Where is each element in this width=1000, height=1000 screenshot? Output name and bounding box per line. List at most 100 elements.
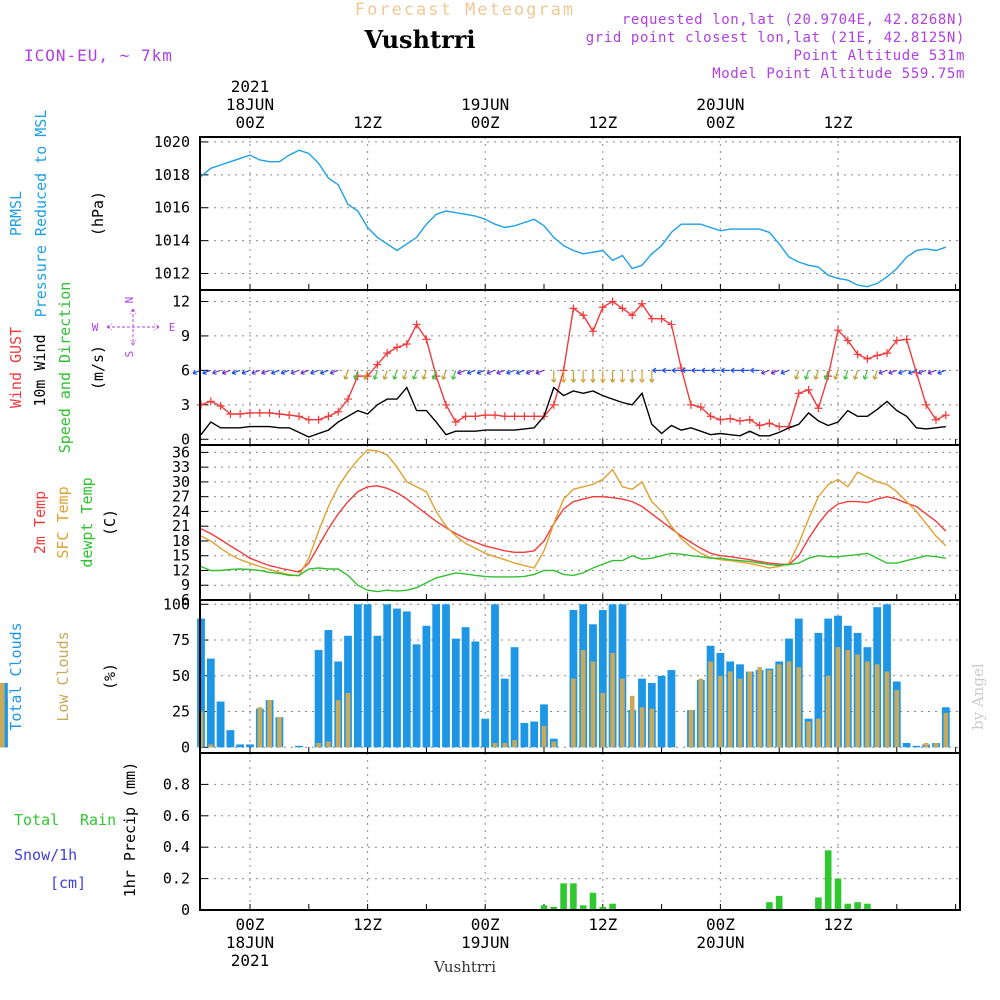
precip-total-label: Total — [14, 811, 59, 829]
location-title: Vushtrri — [364, 25, 476, 54]
gust-point — [461, 412, 470, 421]
gust-point — [618, 304, 627, 313]
gust-point — [834, 326, 842, 335]
y-axis-label: dewpt Temp — [78, 477, 96, 567]
wind-arrow-head — [580, 378, 586, 383]
wind-direction-arrow — [364, 370, 369, 380]
low-clouds-bar — [649, 708, 655, 748]
total-clouds-bar — [363, 604, 372, 748]
wind-arrow-head — [794, 375, 800, 380]
wind-direction-arrow — [251, 369, 261, 374]
bottom-time-label: 12Z — [824, 915, 853, 934]
bottom-time-label: 18JUN — [226, 933, 274, 952]
total-clouds-bar — [491, 604, 499, 748]
gust-point — [775, 422, 784, 431]
low-clouds-bar — [335, 700, 341, 748]
wind-direction-arrow — [844, 370, 849, 380]
wind-direction-arrow — [814, 370, 819, 380]
wind-direction-arrow — [824, 370, 829, 380]
gust-point — [647, 314, 656, 323]
dewpt-temp-series — [200, 552, 946, 593]
low-clouds-bar — [277, 717, 282, 748]
low-clouds-bar — [786, 661, 792, 748]
y-tick-label: 9 — [181, 327, 190, 345]
rain-bar — [599, 906, 607, 910]
top-time-label: 12Z — [588, 113, 617, 132]
gust-point — [589, 327, 597, 336]
wind-direction-arrow — [795, 370, 800, 380]
wind-direction-arrow — [476, 369, 486, 374]
low-clouds-bar — [629, 695, 635, 748]
wind-arrow-head — [937, 369, 942, 375]
y-axis-label: 2m Temp — [31, 491, 49, 554]
wind-arrow-head — [506, 369, 511, 375]
rain-bar — [609, 903, 616, 910]
wind-arrow-head — [496, 369, 501, 375]
gust-point — [236, 410, 245, 418]
wind-arrow-head — [823, 375, 829, 380]
clouds-panel: 0 25 50 75 100 Total Clouds Low Clouds (%) — [0, 595, 961, 756]
wind-arrow-head — [691, 367, 696, 374]
wind-arrow-head — [619, 378, 626, 383]
gust-point — [745, 415, 754, 424]
y-tick-label: 1012 — [154, 265, 190, 283]
wind-direction-arrow — [413, 370, 418, 380]
wind-arrow-head — [872, 375, 878, 380]
y-tick-label: 33 — [172, 458, 190, 476]
rain-bar — [589, 892, 597, 910]
wind-direction-arrow — [761, 369, 770, 374]
precip-frame — [199, 752, 961, 911]
gust-point — [412, 320, 421, 329]
wind-arrow-head — [402, 375, 408, 380]
precip-mm-label: 1hr Precip (mm) — [121, 762, 139, 897]
wind-arrow-head — [927, 369, 933, 375]
rain-bar — [775, 895, 783, 910]
wind-arrow-head — [609, 378, 616, 383]
bottom-time-label: 12Z — [588, 915, 617, 934]
low-clouds-bar — [345, 692, 351, 748]
low-clouds-bar — [600, 692, 606, 748]
low-clouds-bar — [855, 654, 860, 748]
top-time-label: 12Z — [824, 113, 853, 132]
pressure-panel: 1012 1014 1016 1018 1020 PRMSL Pressure Reduce… — [7, 110, 961, 317]
low-clouds-bar — [610, 652, 615, 748]
y-tick-label: 1016 — [154, 199, 190, 217]
low-clouds-bar — [0, 682, 5, 748]
wind-direction-arrow — [442, 370, 447, 380]
gust-point — [873, 351, 882, 360]
gust-point — [765, 419, 774, 428]
y-tick-label: 6 — [181, 361, 190, 379]
gust-point — [804, 385, 813, 394]
wind-direction-arrow — [898, 369, 907, 374]
wind-arrow-head — [639, 378, 645, 383]
wind-arrow-head — [486, 369, 492, 375]
wind-direction-arrow — [452, 370, 457, 380]
wind-arrow-head — [671, 367, 676, 374]
precip-snow-label: Snow/1h — [14, 846, 77, 864]
low-clouds-bar — [512, 740, 517, 748]
temperature-frame — [199, 444, 961, 601]
wind-arrow-head — [590, 378, 596, 383]
wind-direction-arrow — [917, 369, 927, 374]
low-clouds-bar — [874, 664, 880, 748]
total-clouds-bar — [246, 744, 254, 748]
low-clouds-bar — [326, 741, 331, 748]
rain-bar — [824, 850, 832, 910]
gust-point — [902, 335, 911, 344]
gust-point — [363, 372, 372, 381]
total-clouds-bar — [442, 604, 450, 748]
wind-arrow-head — [888, 369, 893, 375]
wind-arrow-head — [251, 369, 256, 375]
bottom-time-label: 2021 — [231, 951, 270, 970]
y-tick-label: 0.6 — [163, 807, 190, 825]
low-clouds-bar — [208, 744, 214, 748]
rain-bar — [540, 905, 548, 910]
y-tick-label: 18 — [172, 532, 190, 550]
wind-arrow-head — [917, 369, 923, 375]
wind-arrow-head — [525, 369, 531, 375]
y-tick-label: 75 — [172, 631, 190, 649]
wind-arrow-head — [780, 369, 786, 375]
total-clouds-bar — [500, 678, 509, 748]
